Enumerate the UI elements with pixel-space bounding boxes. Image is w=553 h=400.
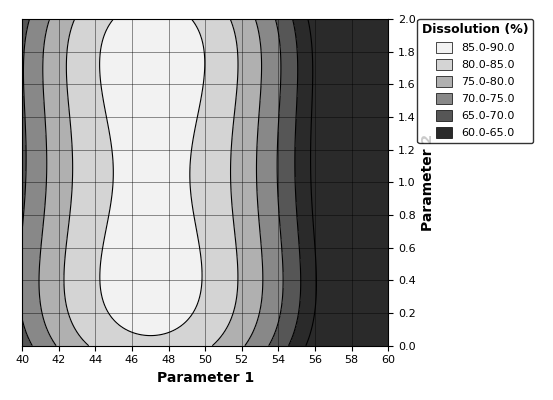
Legend: 85.0-90.0, 80.0-85.0, 75.0-80.0, 70.0-75.0, 65.0-70.0, 60.0-65.0: 85.0-90.0, 80.0-85.0, 75.0-80.0, 70.0-75… [418, 19, 533, 143]
Y-axis label: Parameter 2: Parameter 2 [421, 134, 435, 231]
X-axis label: Parameter 1: Parameter 1 [156, 371, 254, 385]
